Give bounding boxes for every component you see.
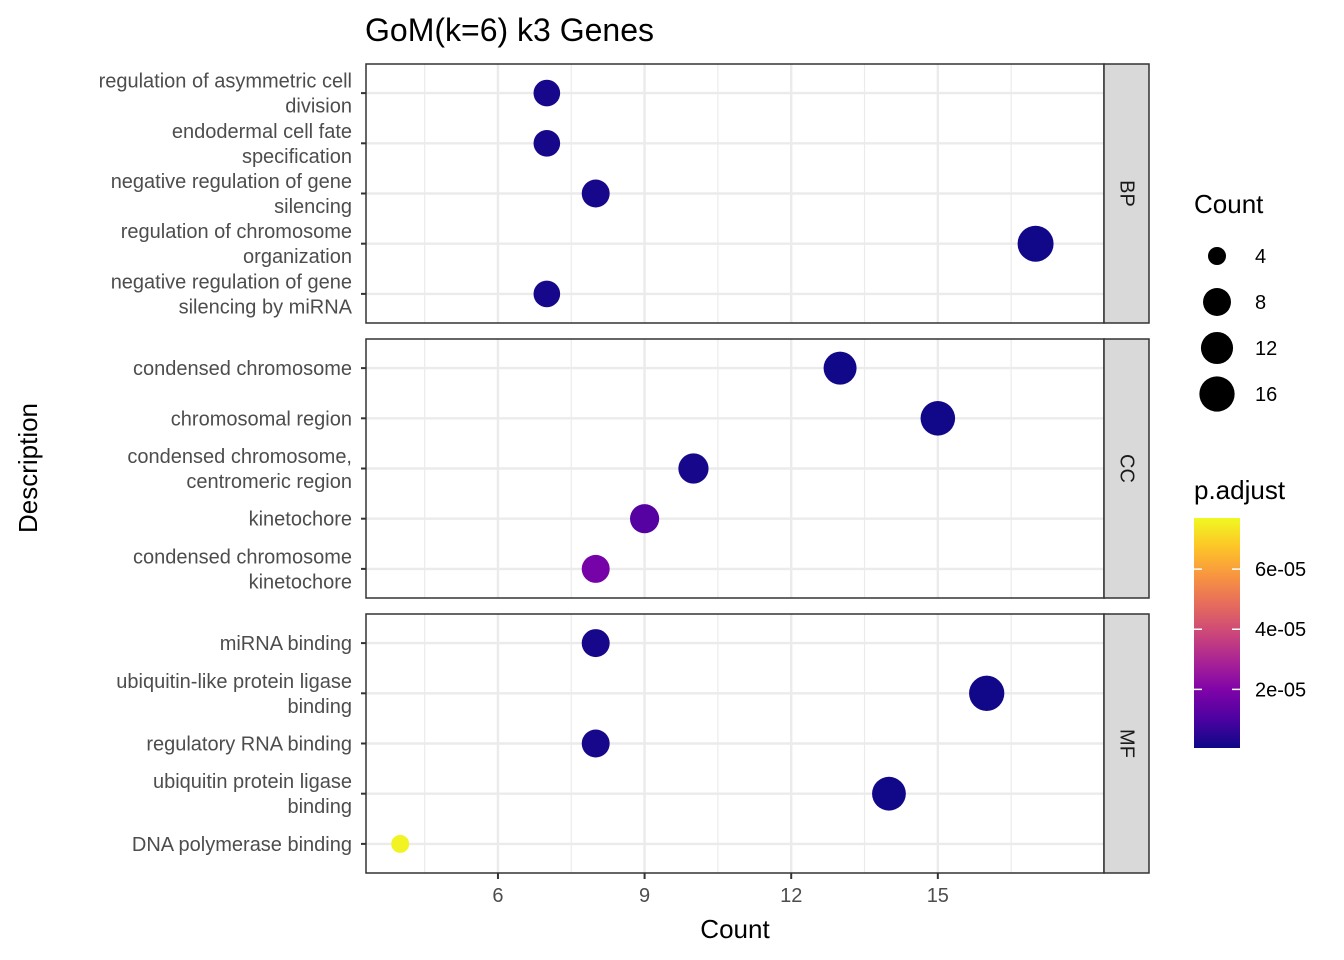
term-label: kinetochore <box>249 509 352 531</box>
facet-panel-mf: miRNA binding ubiquitin-like protein liga… <box>116 613 1150 874</box>
facet-panel-cc: condensed chromosome chromosomal region co… <box>127 338 1150 599</box>
term-label: condensed chromosome <box>133 358 352 380</box>
count-legend-dot <box>1203 288 1231 316</box>
p-adjust-legend-label: 6e-05 <box>1255 559 1306 581</box>
term-label: regulatory RNA binding <box>146 734 352 756</box>
term-label-line: ubiquitin-like protein ligase <box>116 671 352 693</box>
term-label-line: organization <box>243 246 352 268</box>
term-dot <box>391 834 410 853</box>
x-axis: 6 9 12 15 <box>492 873 949 907</box>
count-legend-dot <box>1199 376 1235 412</box>
p-adjust-color-legend: p.adjust 2e-05 4e-05 6e-05 <box>1194 475 1306 748</box>
term-dot <box>581 179 610 208</box>
term-dot <box>581 554 610 583</box>
facet-strip <box>1103 63 1150 324</box>
term-dot <box>533 280 561 308</box>
term-label-line: regulation of chromosome <box>121 221 352 243</box>
term-label-line: binding <box>287 696 352 718</box>
term-dot <box>581 629 610 658</box>
term-label-line: kinetochore <box>249 571 352 593</box>
term-label-line: condensed chromosome <box>133 358 352 380</box>
term-label-line: condensed chromosome, <box>127 446 352 468</box>
p-adjust-legend-label: 4e-05 <box>1255 619 1306 641</box>
facet-strip <box>1103 338 1150 599</box>
term-dot <box>1017 225 1054 262</box>
chart-title: GoM(k=6) k3 Genes <box>365 12 654 48</box>
term-label-line: binding <box>287 796 352 818</box>
term-label: negative regulation of gene silencing <box>111 171 352 218</box>
term-label: condensed chromosome kinetochore <box>133 546 352 593</box>
count-legend-label: 16 <box>1255 384 1277 406</box>
term-label-line: chromosomal region <box>171 408 352 430</box>
term-label-line: condensed chromosome <box>133 546 352 568</box>
term-label-line: DNA polymerase binding <box>132 834 352 856</box>
term-label-line: miRNA binding <box>220 633 352 655</box>
term-dot <box>630 504 660 534</box>
term-label: endodermal cell fate specification <box>172 121 352 168</box>
p-adjust-legend-label: 2e-05 <box>1255 679 1306 701</box>
term-label-line: silencing <box>274 196 352 218</box>
term-dot <box>920 401 956 436</box>
count-legend-label: 8 <box>1255 292 1266 314</box>
x-tick-label: 12 <box>780 885 802 907</box>
facet-panel-bp: regulation of asymmetric cell division end… <box>99 63 1150 324</box>
facet-strip <box>1103 613 1150 874</box>
term-label: miRNA binding <box>220 633 352 655</box>
count-legend-dot <box>1200 331 1234 365</box>
term-label: condensed chromosome, centromeric region <box>127 446 352 493</box>
term-label-line: centromeric region <box>186 471 352 493</box>
x-tick-label: 9 <box>639 885 650 907</box>
y-axis-title: Description <box>13 403 43 533</box>
count-legend-label: 4 <box>1255 246 1266 268</box>
term-label: chromosomal region <box>171 408 352 430</box>
term-label-line: ubiquitin protein ligase <box>153 771 352 793</box>
term-label: regulation of asymmetric cell division <box>99 71 352 118</box>
x-tick-label: 15 <box>927 885 949 907</box>
x-tick-label: 6 <box>492 885 503 907</box>
facet-panels: regulation of asymmetric cell division end… <box>99 63 1150 874</box>
facet-strip-label: BP <box>1116 180 1138 207</box>
term-label: ubiquitin-like protein ligase binding <box>116 671 352 718</box>
p-adjust-legend-title: p.adjust <box>1194 475 1286 505</box>
term-label: DNA polymerase binding <box>132 834 352 856</box>
term-dot <box>533 79 561 107</box>
count-legend-label: 12 <box>1255 338 1277 360</box>
term-dot <box>823 351 857 385</box>
term-label-line: negative regulation of gene <box>111 171 352 193</box>
facet-strip-label: CC <box>1116 454 1138 483</box>
p-adjust-colorbar <box>1194 518 1240 748</box>
term-dot <box>581 729 610 758</box>
term-label-line: negative regulation of gene <box>111 271 352 293</box>
term-label-line: silencing by miRNA <box>179 296 353 318</box>
term-dot <box>872 776 906 811</box>
term-label: regulation of chromosome organization <box>121 221 352 268</box>
count-size-legend: Count 4 8 12 16 <box>1194 189 1277 412</box>
term-dot <box>969 675 1005 711</box>
term-label: ubiquitin protein ligase binding <box>153 771 352 818</box>
count-legend-title: Count <box>1194 189 1264 219</box>
x-axis-title: Count <box>700 914 770 944</box>
facet-strip-label: MF <box>1116 729 1138 758</box>
term-dot <box>678 453 709 484</box>
term-label-line: specification <box>242 146 352 168</box>
term-dot <box>533 129 561 157</box>
count-legend-dot <box>1208 247 1226 265</box>
term-label-line: regulation of asymmetric cell <box>99 71 352 93</box>
term-label-line: regulatory RNA binding <box>146 734 352 756</box>
term-label-line: division <box>285 96 352 118</box>
term-label-line: endodermal cell fate <box>172 121 352 143</box>
term-label-line: kinetochore <box>249 509 352 531</box>
term-label: negative regulation of gene silencing by … <box>111 271 353 318</box>
